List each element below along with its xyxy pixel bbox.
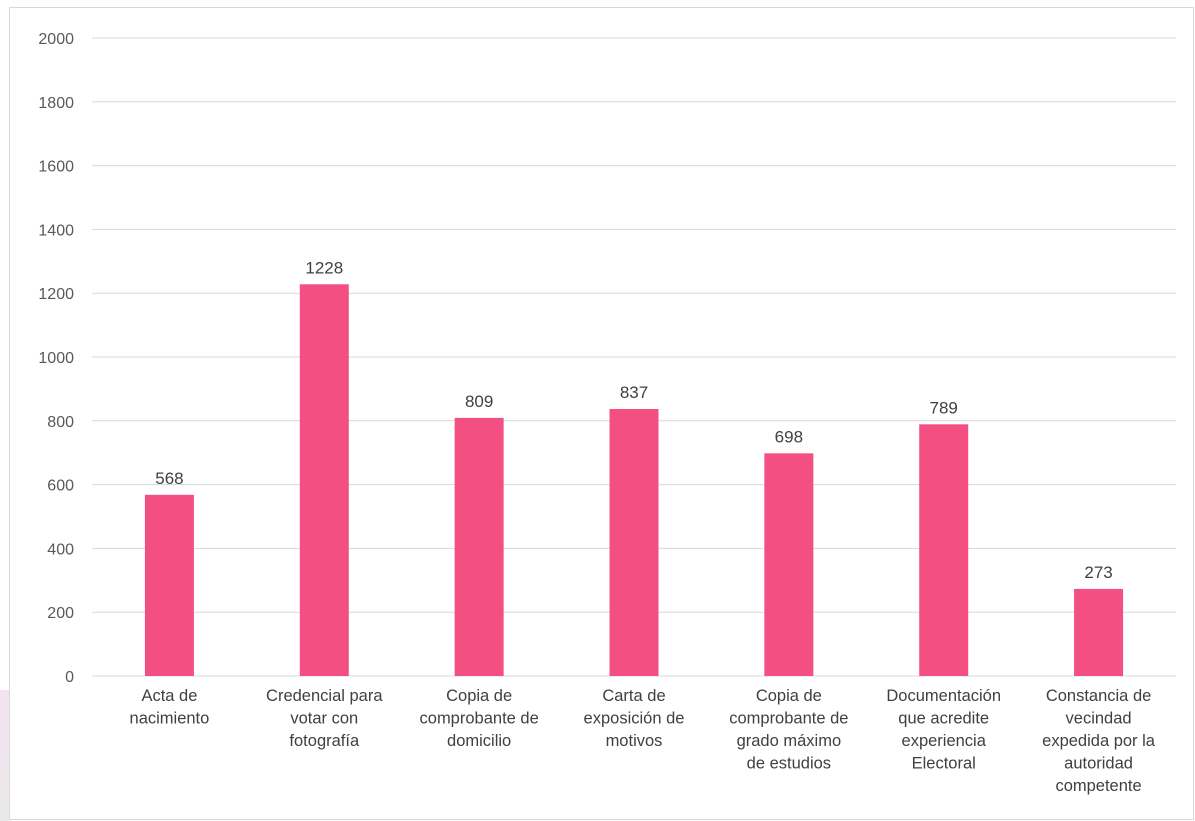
x-category-label-line: de estudios bbox=[747, 755, 831, 773]
y-tick-label: 600 bbox=[47, 478, 74, 495]
bar bbox=[764, 453, 814, 676]
x-category-label: Credencial para votar con fotografía bbox=[266, 687, 383, 750]
data-label: 698 bbox=[775, 427, 803, 446]
data-label: 789 bbox=[930, 398, 958, 417]
y-tick-label: 1800 bbox=[38, 95, 74, 112]
x-category-label-line: Acta de bbox=[141, 687, 197, 705]
x-category-label: Copia de comprobante de domicilio bbox=[420, 687, 539, 750]
x-category-label-line: expedida por la bbox=[1042, 732, 1156, 750]
x-category-label-line: autoridad bbox=[1064, 755, 1133, 773]
x-category-label-line: Carta de bbox=[602, 687, 665, 705]
y-tick-label: 1600 bbox=[38, 159, 74, 176]
x-category-label-line: Constancia de bbox=[1046, 687, 1152, 705]
y-tick-label: 800 bbox=[47, 414, 74, 431]
x-category-label: Acta de nacimiento bbox=[130, 687, 210, 728]
y-tick-label: 1400 bbox=[38, 222, 74, 239]
x-category-label-line: Copia de bbox=[756, 687, 822, 705]
x-category-label-line: que acredite bbox=[898, 710, 989, 728]
x-category-label-line: comprobante de bbox=[420, 710, 539, 728]
y-tick-label: 200 bbox=[47, 605, 74, 622]
bar bbox=[454, 417, 504, 676]
x-category-label-line: competente bbox=[1055, 777, 1141, 795]
x-category-label-line: exposición de bbox=[584, 710, 685, 728]
x-category-label-line: domicilio bbox=[447, 732, 511, 750]
data-label: 809 bbox=[465, 392, 493, 411]
x-category-label-line: Credencial para bbox=[266, 687, 383, 705]
y-tick-label: 1200 bbox=[38, 286, 74, 303]
bar bbox=[609, 408, 659, 676]
chart-frame bbox=[9, 7, 1194, 820]
x-category-label-line: motivos bbox=[606, 732, 663, 750]
x-category-label-line: fotografía bbox=[289, 732, 360, 750]
bar bbox=[1074, 588, 1124, 676]
x-category-label-line: nacimiento bbox=[130, 710, 210, 728]
x-category-label: Constancia de vecindad expedida por la auto… bbox=[1042, 687, 1156, 795]
x-category-label-line: Electoral bbox=[912, 755, 976, 773]
data-label: 837 bbox=[620, 383, 648, 402]
y-tick-label: 0 bbox=[65, 669, 74, 686]
y-tick-label: 400 bbox=[47, 541, 74, 558]
x-category-label: Carta de exposición de motivos bbox=[584, 687, 685, 750]
x-category-label: Documentación que acredite experiencia Elec… bbox=[886, 687, 1001, 773]
y-tick-label: 2000 bbox=[38, 31, 74, 48]
data-label: 1228 bbox=[305, 258, 343, 277]
x-category-label: Copia de comprobante de grado máximo de est… bbox=[729, 687, 848, 773]
x-category-label-line: grado máximo bbox=[737, 732, 842, 750]
bar bbox=[144, 494, 194, 676]
bar bbox=[299, 284, 349, 676]
x-category-label-line: vecindad bbox=[1066, 710, 1132, 728]
x-category-label-line: Copia de bbox=[446, 687, 512, 705]
x-category-label-line: Documentación bbox=[886, 687, 1001, 705]
x-category-label-line: experiencia bbox=[902, 732, 987, 750]
x-category-label-line: votar con bbox=[290, 710, 358, 728]
data-label: 568 bbox=[155, 469, 183, 488]
y-tick-label: 1000 bbox=[38, 350, 74, 367]
x-category-label-line: comprobante de bbox=[729, 710, 848, 728]
data-label: 273 bbox=[1084, 563, 1112, 582]
bar bbox=[919, 424, 969, 676]
